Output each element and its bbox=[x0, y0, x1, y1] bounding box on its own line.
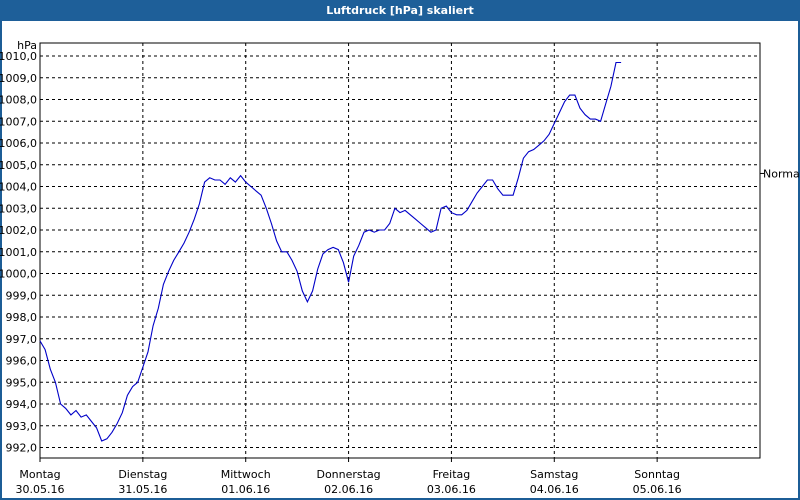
y-axis-unit: hPa bbox=[17, 39, 37, 52]
x-tick-day: Montag bbox=[19, 468, 60, 481]
y-tick-label: 996,0 bbox=[6, 355, 38, 368]
y-tick-label: 1010,0 bbox=[0, 50, 37, 63]
y-tick-label: 1000,0 bbox=[0, 268, 37, 281]
y-tick-label: 999,0 bbox=[6, 289, 38, 302]
y-tick-label: 994,0 bbox=[6, 398, 38, 411]
y-tick-label: 1003,0 bbox=[0, 202, 37, 215]
x-tick-day: Sonntag bbox=[634, 468, 680, 481]
x-tick-date: 05.06.16 bbox=[633, 483, 682, 496]
x-tick-day: Donnerstag bbox=[316, 468, 380, 481]
pressure-line bbox=[39, 61, 622, 442]
x-tick-date: 01.06.16 bbox=[221, 483, 270, 496]
y-tick-label: 1001,0 bbox=[0, 246, 37, 259]
normal-marker-label: Normal bbox=[763, 167, 800, 180]
x-tick-day: Dienstag bbox=[118, 468, 167, 481]
x-tick-day: Samstag bbox=[530, 468, 578, 481]
y-tick-label: 1002,0 bbox=[0, 224, 37, 237]
y-tick-label: 992,0 bbox=[6, 442, 38, 455]
x-tick-day: Mittwoch bbox=[221, 468, 271, 481]
x-tick-day: Freitag bbox=[433, 468, 471, 481]
y-tick-label: 1005,0 bbox=[0, 159, 37, 172]
y-tick-label: 997,0 bbox=[6, 333, 38, 346]
chart-title: Luftdruck [hPa] skaliert bbox=[0, 0, 800, 21]
x-tick-date: 30.05.16 bbox=[16, 483, 65, 496]
x-tick-date: 31.05.16 bbox=[118, 483, 167, 496]
y-tick-label: 998,0 bbox=[6, 311, 38, 324]
y-tick-label: 1006,0 bbox=[0, 137, 37, 150]
y-tick-label: 1009,0 bbox=[0, 72, 37, 85]
y-tick-label: 1008,0 bbox=[0, 94, 37, 107]
y-tick-label: 995,0 bbox=[6, 376, 38, 389]
y-tick-label: 993,0 bbox=[6, 420, 38, 433]
chart-panel bbox=[2, 21, 798, 498]
y-tick-label: 1007,0 bbox=[0, 115, 37, 128]
plot-area-border bbox=[39, 42, 761, 459]
x-tick-date: 03.06.16 bbox=[427, 483, 476, 496]
y-tick-label: 1004,0 bbox=[0, 181, 37, 194]
x-tick-date: 02.06.16 bbox=[324, 483, 373, 496]
x-tick-date: 04.06.16 bbox=[530, 483, 579, 496]
